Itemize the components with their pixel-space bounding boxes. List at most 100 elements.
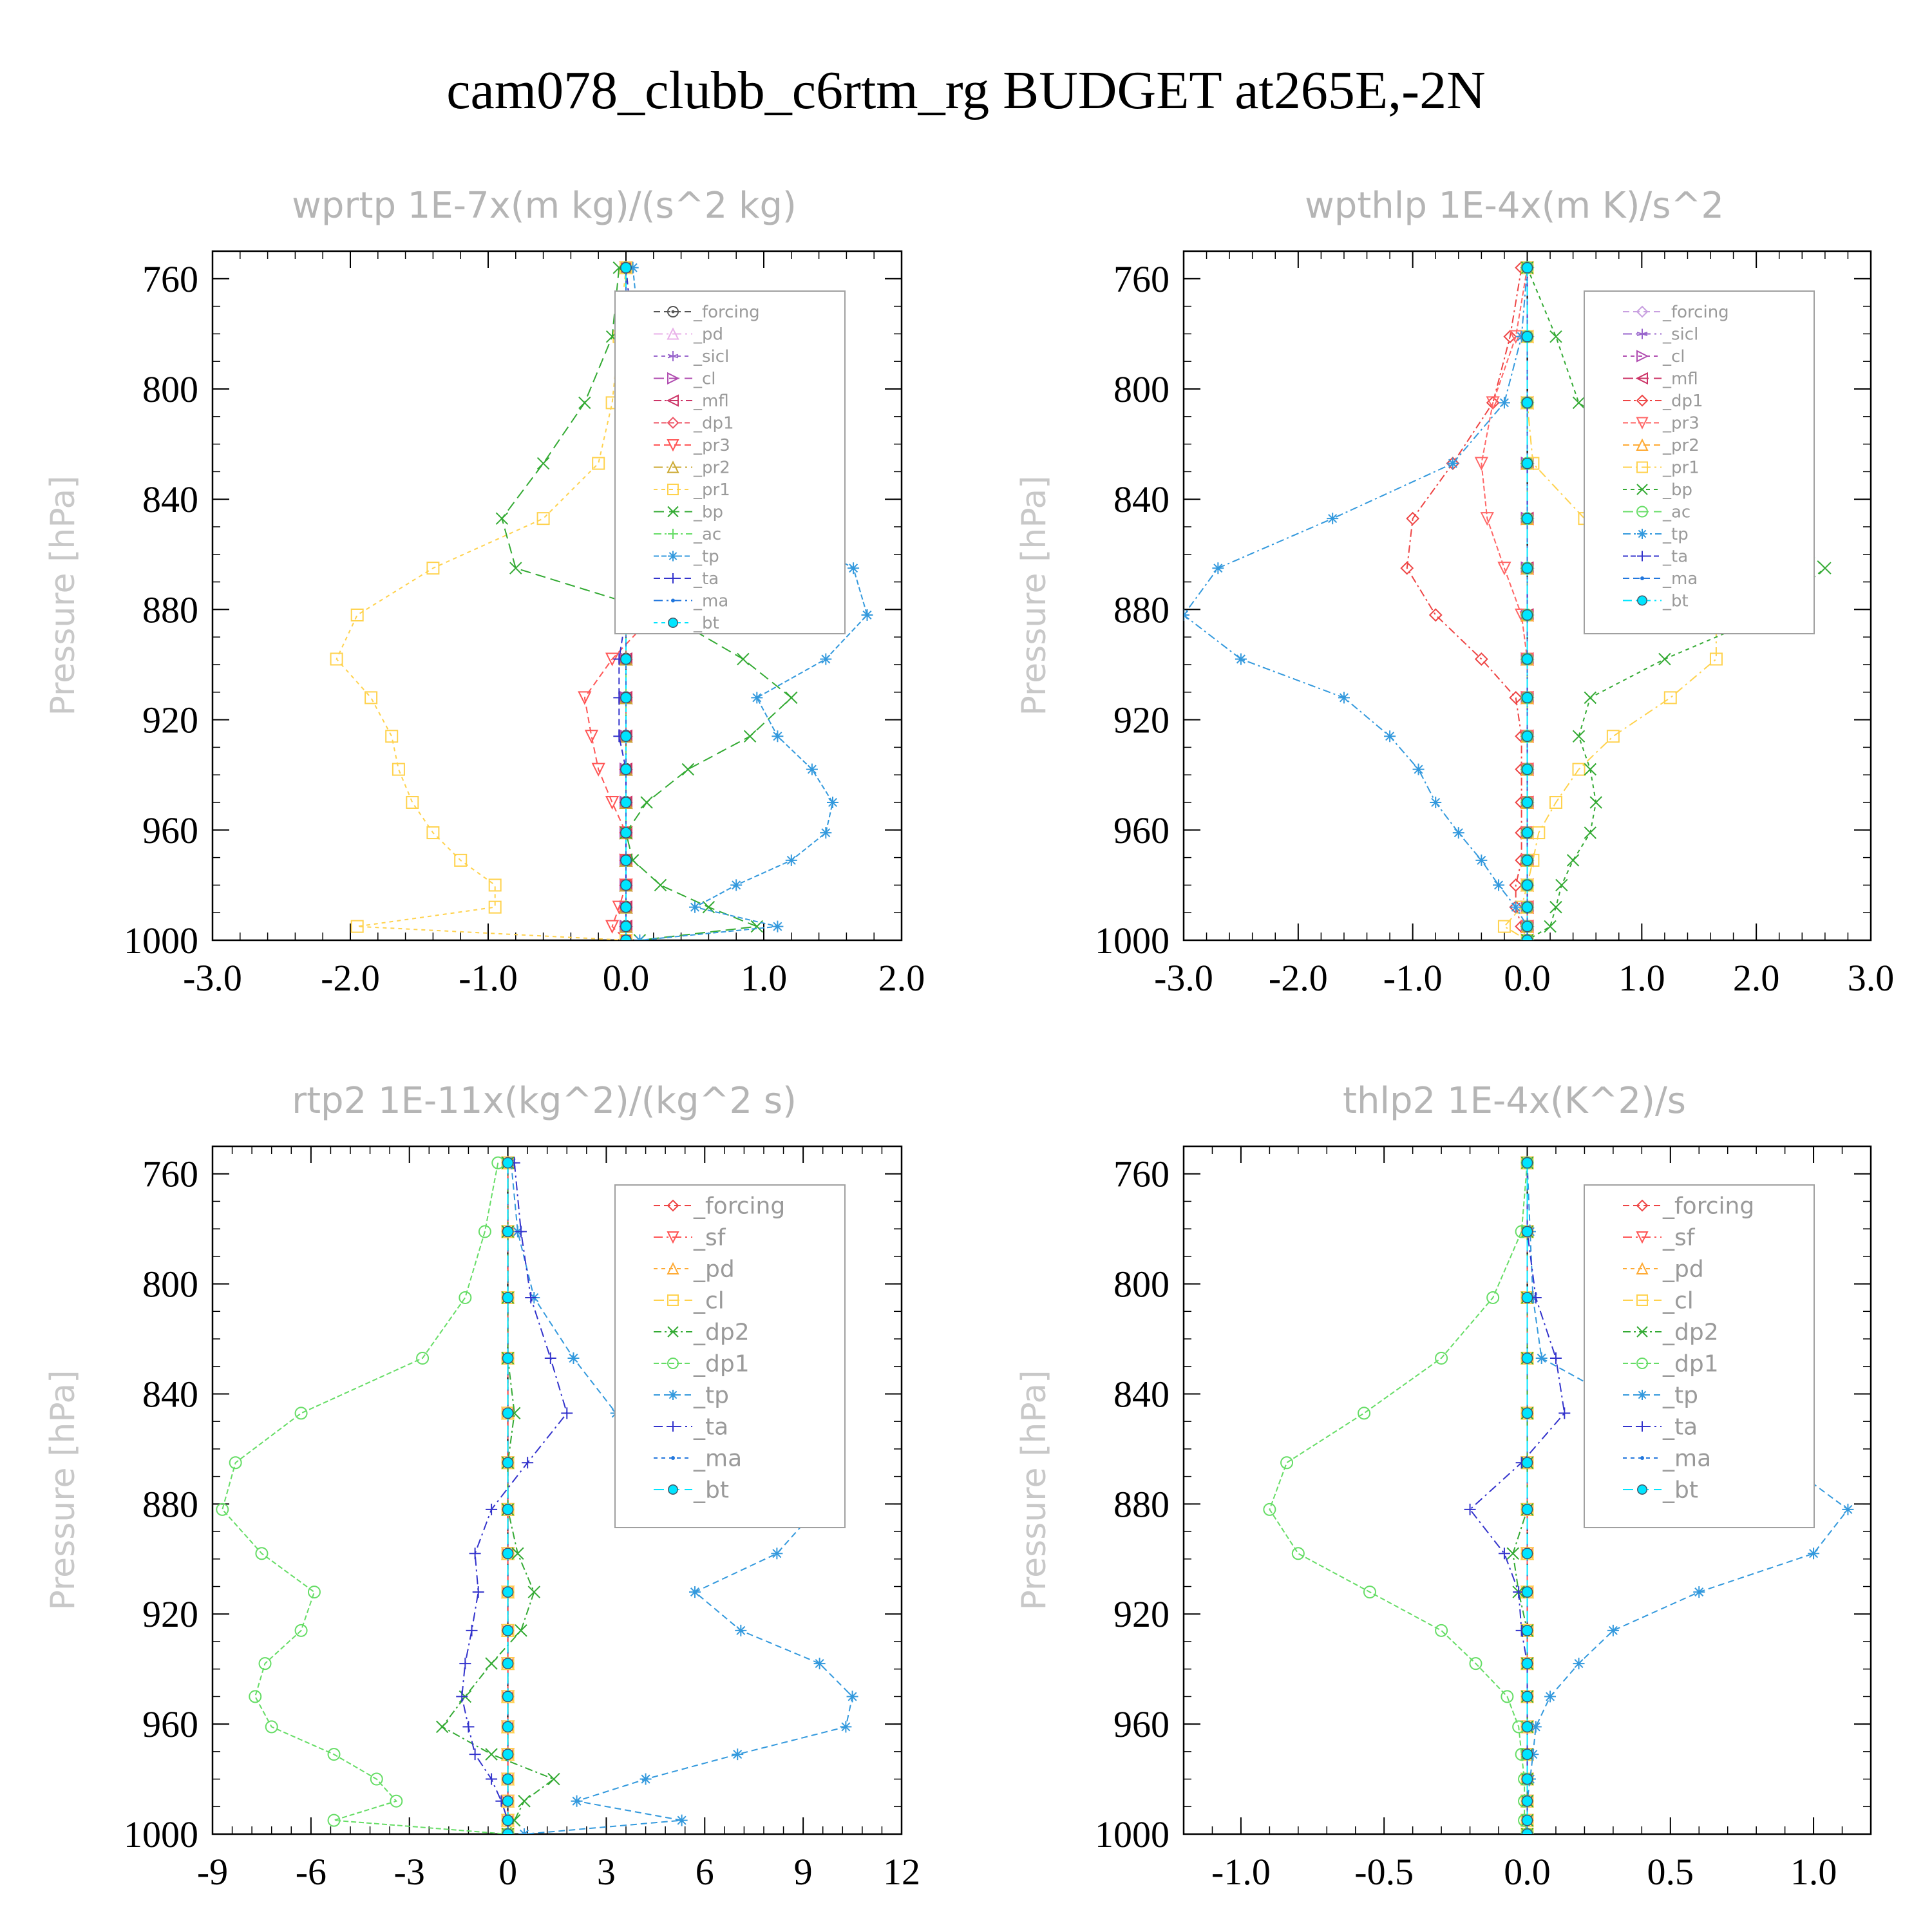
- legend-marker: [668, 1390, 678, 1400]
- series-point: [350, 608, 364, 621]
- legend-box: [1584, 290, 1815, 634]
- panel-title: thlp2 1E-4x(K^2)/s: [1343, 1080, 1686, 1122]
- series-line: [1406, 267, 1528, 940]
- series-point: [518, 1795, 531, 1808]
- series-point: [1521, 1625, 1533, 1636]
- series-point: [771, 1548, 783, 1560]
- y-tick-label: 840: [1113, 478, 1170, 520]
- series-point: [365, 691, 378, 705]
- series-point: [1338, 692, 1350, 704]
- series-point: [1212, 562, 1224, 574]
- legend-label: _forcing: [1662, 1193, 1754, 1220]
- series-point: [370, 1772, 383, 1786]
- series-point: [1549, 900, 1562, 914]
- legend-marker: [667, 327, 679, 340]
- legend-label: _ta: [693, 569, 719, 589]
- series-point: [1558, 1407, 1571, 1419]
- series-point: [478, 1225, 491, 1238]
- y-tick-label: 800: [1113, 1264, 1170, 1305]
- series-point: [820, 827, 832, 839]
- legend-marker: [1636, 417, 1649, 430]
- series-point: [469, 1748, 481, 1761]
- series-point: [544, 1352, 556, 1364]
- x-tick-label: 2.0: [878, 957, 925, 999]
- series-point: [502, 1586, 514, 1598]
- legend-label: _pd: [1662, 1256, 1704, 1283]
- series-point: [1549, 796, 1562, 809]
- y-tick-label: 840: [142, 1373, 198, 1415]
- legend-marker: [667, 1326, 679, 1338]
- series-point: [294, 1406, 308, 1420]
- panel-4: thlp2 1E-4x(K^2)/s Pressure [hPa] -1.0 -0.5…: [1015, 1080, 1872, 1893]
- series-point: [385, 730, 399, 743]
- y-axis-label: Pressure [hPa]: [1015, 476, 1054, 716]
- series-point: [1842, 1503, 1854, 1515]
- series-point: [1509, 690, 1523, 705]
- series-point: [848, 562, 860, 574]
- series-point: [735, 1624, 747, 1636]
- series-point: [1358, 1406, 1371, 1420]
- legend-item: _bt: [1623, 1477, 1698, 1504]
- legend-marker: [667, 506, 679, 518]
- figure-title: cam078_clubb_c6rtm_rg BUDGET at265E,-2N: [446, 61, 1486, 120]
- legend-label: _ta: [693, 1414, 728, 1441]
- series-point: [1521, 1773, 1533, 1785]
- series-point: [1521, 797, 1533, 808]
- legend-item: _ta: [1623, 547, 1688, 567]
- series-point: [1584, 762, 1597, 776]
- series-point: [861, 609, 873, 621]
- series-point: [525, 1291, 537, 1303]
- legend-item: _pr2: [654, 459, 730, 478]
- series-point: [416, 1351, 430, 1365]
- series-point: [1521, 1352, 1533, 1364]
- legend-label: _bp: [1662, 480, 1692, 500]
- series-point: [426, 826, 440, 840]
- series-point: [751, 692, 763, 704]
- series-line: [1184, 267, 1528, 940]
- legend-item: _sf: [1623, 1225, 1696, 1251]
- y-tick-label: 800: [142, 368, 198, 410]
- legend-item: _sicl: [654, 347, 729, 366]
- series-line: [632, 267, 868, 940]
- legend-label: _cl: [1662, 347, 1685, 366]
- series-point: [1808, 1548, 1820, 1560]
- series-point: [495, 512, 509, 525]
- series-point: [392, 762, 405, 776]
- legend-label: _sicl: [693, 347, 729, 366]
- legend-item: _mfl: [1623, 370, 1698, 389]
- legend-item: _ma: [1623, 569, 1698, 589]
- series-point: [772, 920, 784, 933]
- panel-title: wprtp 1E-7x(m kg)/(s^2 kg): [292, 185, 797, 227]
- series-point: [1521, 457, 1533, 469]
- legend-label: _pr2: [693, 459, 730, 478]
- legend-item: _pr1: [1623, 459, 1700, 478]
- x-tick-label: 3: [597, 1851, 616, 1893]
- series-point: [1497, 562, 1511, 576]
- y-tick-label: 960: [1113, 1703, 1170, 1745]
- series-point: [620, 797, 632, 808]
- legend-label: _ma: [1662, 1446, 1711, 1472]
- legend-marker: [1637, 595, 1647, 606]
- legend-marker: [1640, 1456, 1644, 1460]
- y-axis-label: Pressure [hPa]: [44, 1370, 82, 1611]
- legend-label: _pr1: [693, 480, 730, 500]
- series-point: [1566, 854, 1580, 867]
- legend-marker: [1636, 1262, 1649, 1274]
- legend-marker: [1636, 1326, 1648, 1338]
- x-tick-label: -1.0: [1211, 1851, 1271, 1893]
- series-point: [1521, 827, 1533, 838]
- series-point: [806, 763, 818, 775]
- x-tick-label: -2.0: [1269, 957, 1328, 999]
- legend-item: _cl: [654, 370, 716, 389]
- series-point: [1400, 561, 1414, 575]
- series-point: [1572, 730, 1586, 743]
- x-tick-label: 3.0: [1848, 957, 1895, 999]
- legend-marker: [667, 417, 679, 429]
- legend-label: _ta: [1662, 547, 1688, 567]
- panel-2: wpthlp 1E-4x(m K)/s^2 Pressure [hPa] -3.0 -…: [1015, 185, 1894, 999]
- legend-item: _pd: [1623, 1256, 1704, 1283]
- legend-item: _cl: [1623, 347, 1685, 366]
- legend-item: _ac: [1623, 503, 1690, 522]
- legend-label: _tp: [693, 547, 719, 567]
- series-point: [1709, 652, 1723, 666]
